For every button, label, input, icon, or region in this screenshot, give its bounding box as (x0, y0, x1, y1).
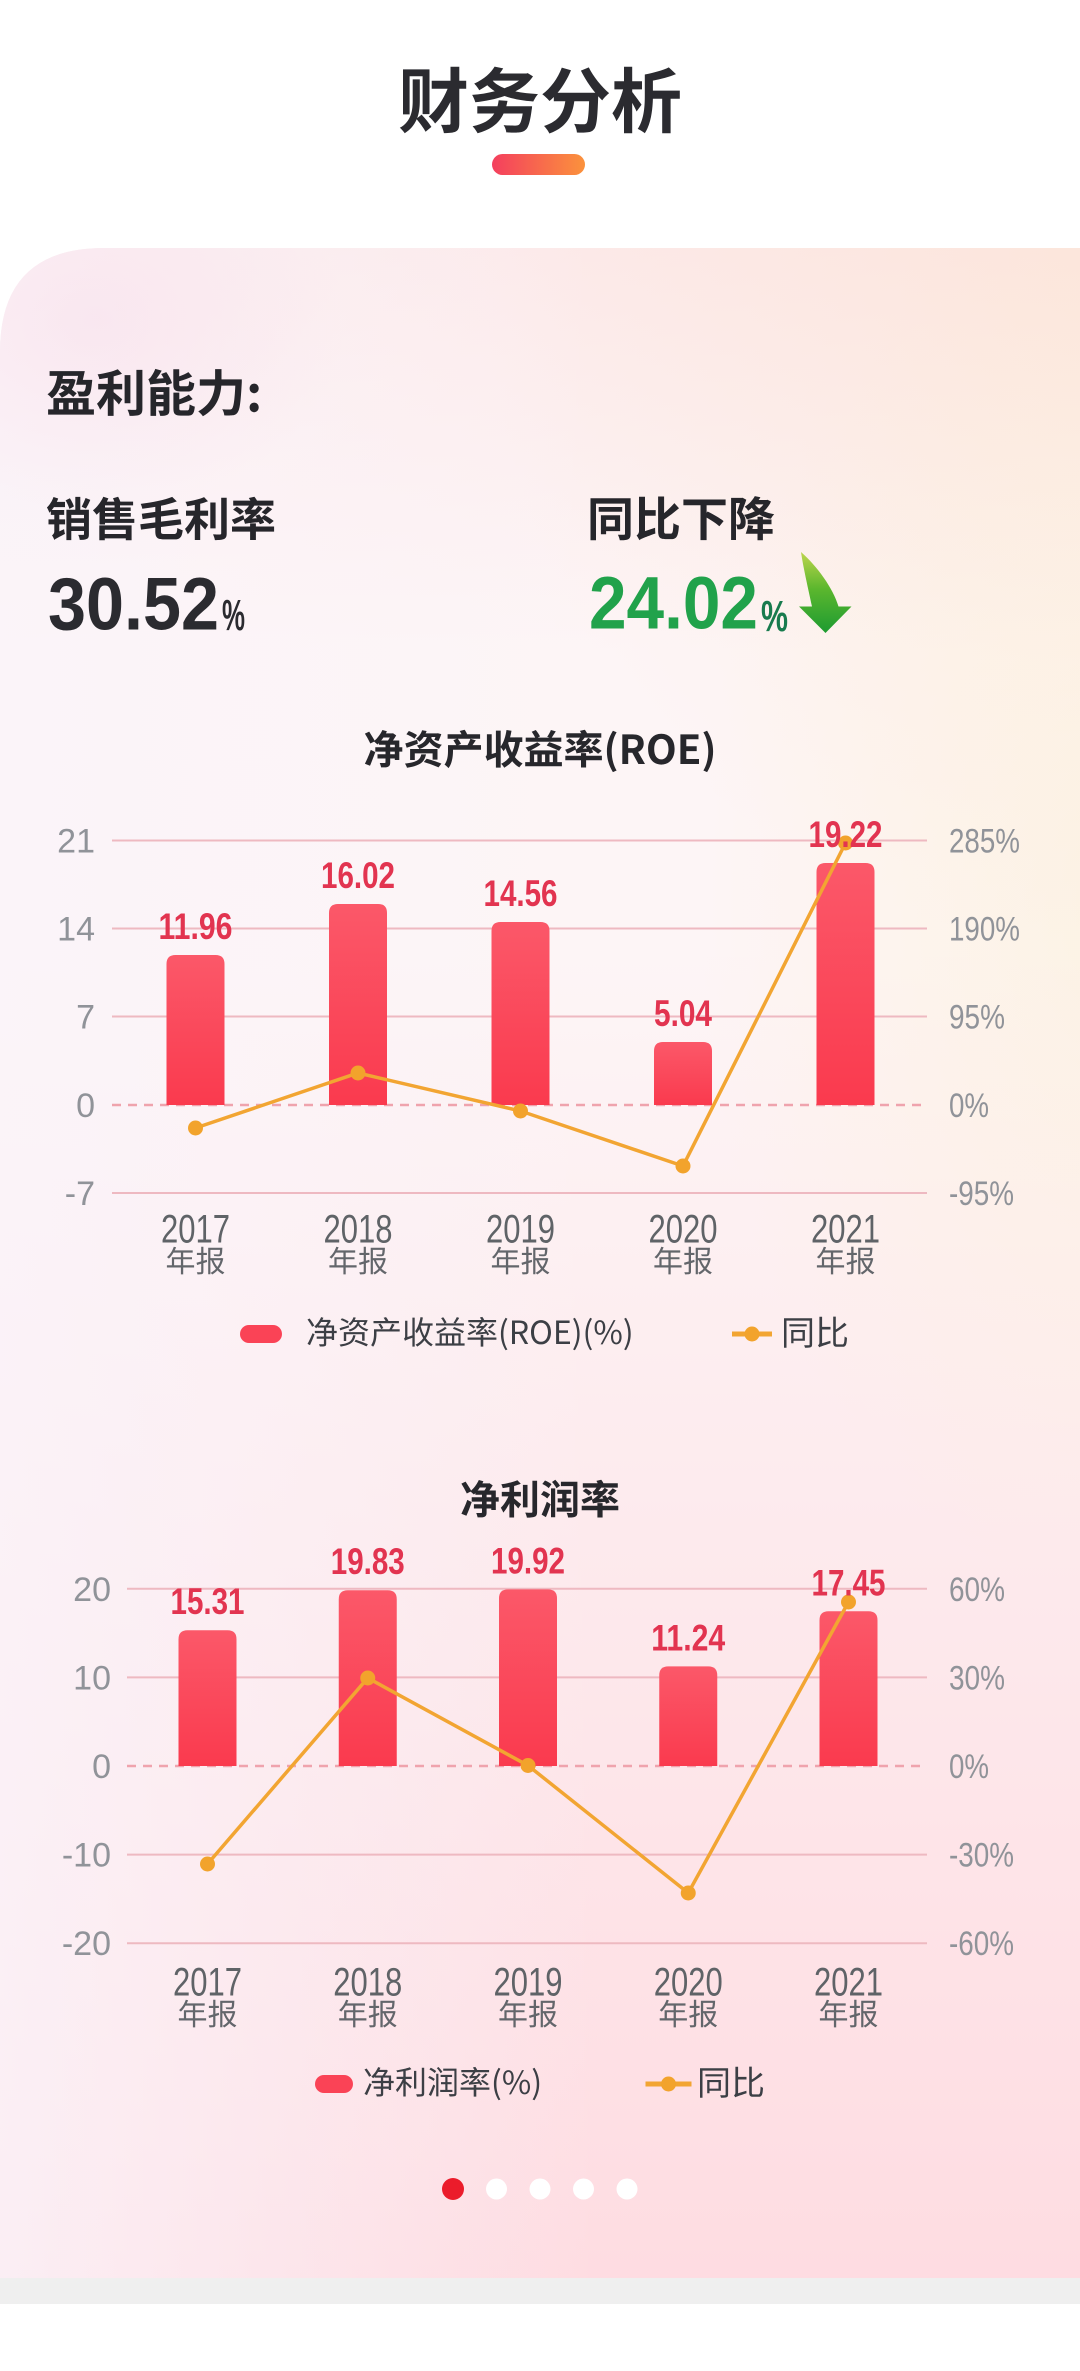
svg-text:2018: 2018 (324, 1208, 393, 1252)
svg-text:0%: 0% (949, 1087, 989, 1125)
svg-text:16.02: 16.02 (321, 855, 395, 896)
svg-text:%: % (761, 592, 788, 641)
svg-text:7: 7 (76, 999, 95, 1037)
svg-text:10: 10 (73, 1659, 111, 1697)
svg-text:0: 0 (76, 1087, 95, 1125)
svg-text:-10: -10 (62, 1837, 111, 1875)
svg-text:5.04: 5.04 (654, 993, 712, 1034)
svg-text:11.96: 11.96 (159, 906, 233, 947)
svg-text:19.83: 19.83 (331, 1541, 405, 1582)
svg-text:2021: 2021 (814, 1961, 883, 2005)
svg-text:15.31: 15.31 (171, 1581, 245, 1622)
svg-text:21: 21 (57, 823, 95, 861)
svg-text:2020: 2020 (649, 1208, 718, 1252)
svg-text:190%: 190% (949, 911, 1020, 949)
svg-text:24.02: 24.02 (589, 562, 758, 645)
svg-text:19.92: 19.92 (491, 1540, 565, 1581)
svg-text:-30%: -30% (949, 1837, 1014, 1875)
svg-text:-20: -20 (62, 1925, 111, 1963)
svg-text:%: % (222, 591, 245, 640)
svg-text:19.22: 19.22 (809, 814, 883, 855)
svg-text:285%: 285% (949, 823, 1020, 861)
svg-text:2017: 2017 (173, 1961, 242, 2005)
svg-text:-60%: -60% (949, 1925, 1014, 1963)
svg-text:-7: -7 (65, 1175, 95, 1213)
svg-text:2021: 2021 (811, 1208, 880, 1252)
svg-text:11.24: 11.24 (651, 1617, 725, 1658)
svg-text:0%: 0% (949, 1748, 989, 1786)
svg-text:30.52: 30.52 (48, 563, 219, 646)
svg-text:0: 0 (92, 1748, 111, 1786)
svg-text:-95%: -95% (949, 1175, 1014, 1213)
svg-text:14: 14 (57, 911, 95, 949)
svg-text:30%: 30% (949, 1659, 1005, 1697)
svg-text:17.45: 17.45 (812, 1562, 886, 1603)
svg-text:2019: 2019 (494, 1961, 563, 2005)
svg-text:2019: 2019 (486, 1208, 555, 1252)
svg-text:2020: 2020 (654, 1961, 723, 2005)
svg-text:95%: 95% (949, 999, 1005, 1037)
svg-text:2018: 2018 (333, 1961, 402, 2005)
svg-text:60%: 60% (949, 1571, 1005, 1609)
svg-text:20: 20 (73, 1571, 111, 1609)
svg-text:14.56: 14.56 (484, 873, 558, 914)
svg-text:2017: 2017 (161, 1208, 230, 1252)
